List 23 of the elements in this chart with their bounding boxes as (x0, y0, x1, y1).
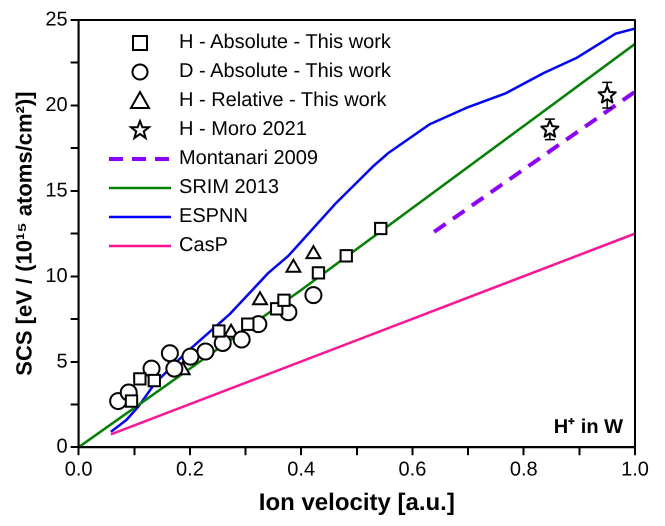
legend-label: D - Absolute - This work (179, 59, 391, 84)
annotation: H⁺ in W (554, 416, 624, 438)
x-tick-label: 0.6 (398, 458, 426, 481)
x-tick-label: 0.2 (176, 458, 204, 481)
y-tick-label: 5 (56, 350, 68, 372)
y-tick-label: 15 (45, 179, 68, 202)
legend-label: H - Absolute - This work (179, 30, 391, 55)
legend-label: CasP (179, 233, 228, 258)
y-tick-label: 10 (45, 264, 68, 287)
legend-label: ESPNN (179, 204, 248, 229)
legend-label: H - Relative - This work (179, 88, 386, 113)
legend-label: Montanari 2009 (179, 146, 318, 171)
legend-label: SRIM 2013 (179, 175, 280, 200)
x-axis-title: Ion velocity [a.u.] (258, 489, 455, 516)
y-tick-label: 20 (45, 94, 68, 116)
x-tick-label: 1.0 (621, 458, 649, 481)
y-tick-label: 25 (45, 8, 68, 31)
x-tick-label: 0.8 (510, 458, 538, 481)
x-tick-label: 0.4 (287, 458, 316, 481)
y-axis-title: SCS [eV / (10¹⁵ atoms/cm²)] (11, 92, 36, 376)
legend-label: H - Moro 2021 (179, 117, 307, 142)
y-tick-label: 0 (56, 436, 68, 458)
x-tick-label: 0.0 (64, 458, 93, 481)
